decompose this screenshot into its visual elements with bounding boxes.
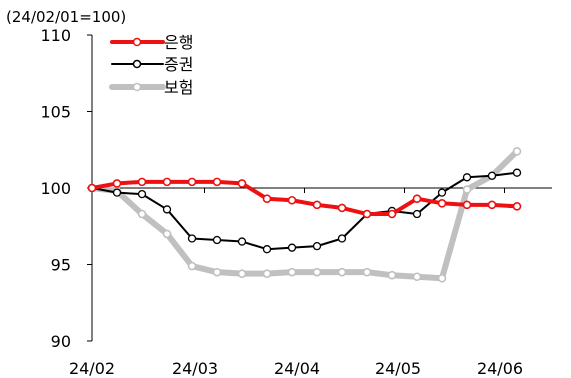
legend-marker	[132, 82, 142, 92]
data-point	[137, 189, 147, 199]
data-point	[312, 241, 322, 251]
data-point	[187, 234, 197, 243]
data-point	[262, 269, 272, 278]
data-point	[137, 177, 147, 187]
data-point	[237, 237, 247, 246]
data-point	[87, 183, 97, 193]
y-tick-label: 90	[51, 332, 71, 351]
data-point	[187, 261, 197, 271]
data-point	[237, 269, 247, 278]
legend-marker	[132, 59, 142, 69]
data-point	[212, 177, 222, 187]
y-tick-label: 100	[40, 179, 71, 198]
data-point	[512, 168, 522, 177]
data-point	[212, 235, 222, 245]
data-point	[462, 200, 472, 210]
axes: 90 95 100 105 110 24/02 24/03 24/04 24/05 24/06	[40, 26, 552, 378]
data-point	[337, 203, 347, 213]
data-point	[412, 209, 422, 219]
y-tick-label: 110	[40, 26, 71, 45]
data-point	[262, 194, 272, 204]
data-point	[162, 205, 172, 214]
data-point	[362, 209, 372, 219]
data-point	[437, 188, 447, 197]
data-point	[237, 179, 247, 188]
y-tick-label: 105	[40, 103, 71, 122]
data-point	[512, 146, 522, 156]
data-point	[462, 173, 472, 182]
x-tick-label: 24/05	[375, 359, 421, 378]
data-point	[362, 267, 372, 277]
data-point	[437, 199, 447, 208]
data-point	[462, 185, 472, 194]
series-line-2	[89, 148, 520, 282]
unit-label: (24/02/01=100)	[6, 8, 126, 26]
data-point	[337, 267, 347, 277]
data-point	[437, 273, 447, 283]
data-point	[287, 195, 297, 205]
legend-label: 증권	[164, 55, 193, 74]
data-point	[487, 171, 497, 180]
data-point	[162, 229, 172, 239]
data-point	[162, 177, 172, 187]
data-point	[187, 177, 197, 187]
x-tick-label: 24/04	[274, 359, 320, 378]
legend-marker	[132, 37, 142, 47]
x-tick-label: 24/02	[69, 359, 115, 378]
data-point	[512, 202, 522, 211]
data-point	[312, 267, 322, 277]
data-point	[212, 267, 222, 277]
series-line-1	[91, 171, 518, 251]
series-lines	[87, 146, 522, 283]
data-point	[112, 188, 122, 197]
legend-label: 보험	[164, 78, 193, 97]
data-point	[487, 200, 497, 210]
data-point	[137, 209, 147, 219]
x-tick-label: 24/03	[172, 359, 218, 378]
legend-label: 은행	[164, 33, 193, 52]
y-tick-label: 95	[51, 256, 71, 275]
data-point	[387, 270, 397, 280]
x-tick-label: 24/06	[477, 359, 523, 378]
data-point	[412, 194, 422, 204]
data-point	[262, 245, 272, 254]
data-point	[387, 209, 397, 219]
data-point	[112, 179, 122, 188]
data-point	[312, 200, 322, 210]
data-point	[287, 267, 297, 277]
data-point	[337, 234, 347, 243]
data-point	[287, 243, 297, 252]
data-point	[412, 272, 422, 282]
